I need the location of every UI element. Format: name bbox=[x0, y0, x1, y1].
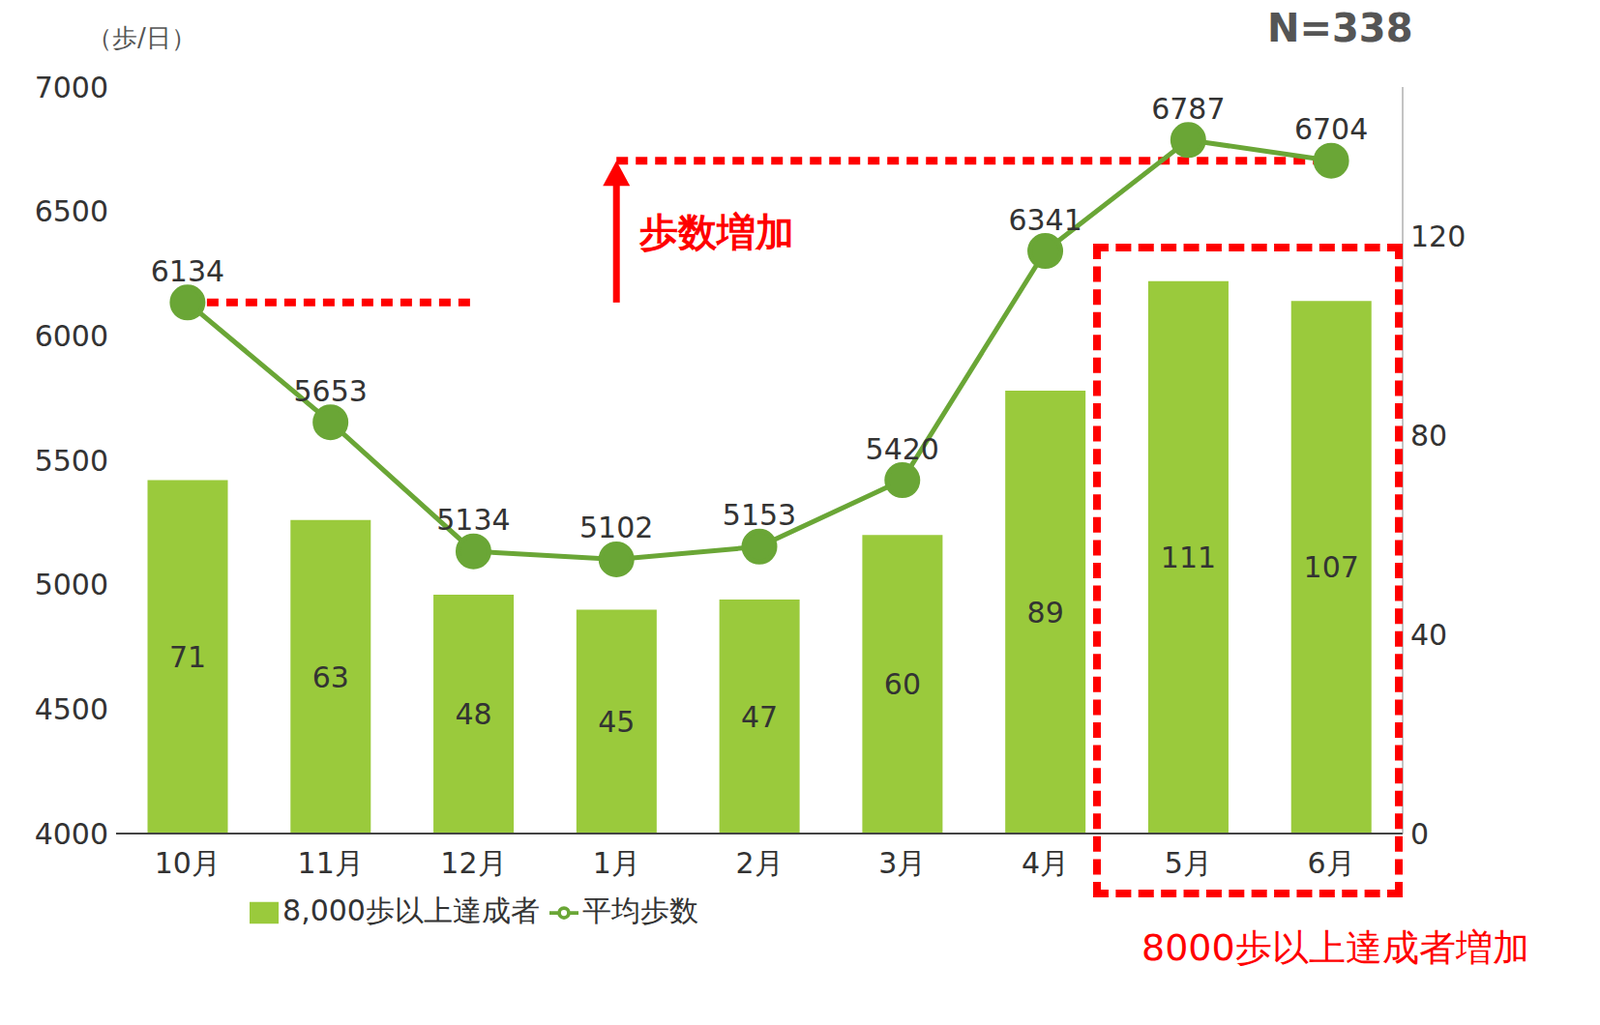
svg-text:歩数増加: 歩数増加 bbox=[638, 209, 795, 255]
svg-text:5月: 5月 bbox=[1164, 846, 1213, 881]
svg-text:2月: 2月 bbox=[735, 846, 783, 881]
svg-text:111: 111 bbox=[1160, 540, 1216, 575]
svg-text:1月: 1月 bbox=[592, 846, 641, 881]
svg-text:6704: 6704 bbox=[1294, 112, 1368, 147]
svg-text:71: 71 bbox=[169, 640, 207, 675]
svg-text:4000: 4000 bbox=[34, 817, 109, 852]
svg-text:4500: 4500 bbox=[34, 692, 109, 727]
svg-text:3月: 3月 bbox=[878, 846, 926, 881]
svg-text:6341: 6341 bbox=[1007, 203, 1082, 238]
html-text:平均歩数: 平均歩数 bbox=[582, 893, 699, 928]
svg-text:11月: 11月 bbox=[297, 846, 364, 881]
svg-text:5134: 5134 bbox=[436, 503, 510, 537]
html-text:8000歩以上達成者増加: 8000歩以上達成者増加 bbox=[1141, 926, 1530, 970]
html-text:N=338: N=338 bbox=[1267, 5, 1413, 51]
svg-text:89: 89 bbox=[1027, 595, 1065, 630]
svg-text:6500: 6500 bbox=[34, 194, 109, 229]
svg-text:5653: 5653 bbox=[293, 374, 367, 409]
svg-text:6月: 6月 bbox=[1307, 846, 1356, 881]
svg-text:80: 80 bbox=[1410, 418, 1448, 453]
svg-text:48: 48 bbox=[454, 697, 492, 732]
html-text:8,000歩以上達成者: 8,000歩以上達成者 bbox=[282, 893, 540, 928]
svg-text:6000: 6000 bbox=[34, 319, 109, 354]
html-text:（歩/日）: （歩/日） bbox=[87, 23, 197, 53]
svg-text:0: 0 bbox=[1410, 817, 1429, 852]
svg-text:4月: 4月 bbox=[1021, 846, 1069, 881]
svg-text:5153: 5153 bbox=[722, 498, 797, 533]
svg-text:63: 63 bbox=[312, 660, 350, 695]
svg-text:7000: 7000 bbox=[34, 70, 109, 105]
svg-text:6787: 6787 bbox=[1151, 91, 1225, 126]
svg-text:5102: 5102 bbox=[579, 510, 653, 545]
svg-text:12月: 12月 bbox=[440, 846, 506, 881]
svg-text:107: 107 bbox=[1303, 550, 1360, 585]
svg-text:10月: 10月 bbox=[154, 846, 221, 881]
svg-text:40: 40 bbox=[1410, 618, 1448, 652]
svg-text:6134: 6134 bbox=[150, 254, 225, 289]
svg-text:45: 45 bbox=[597, 705, 635, 740]
svg-text:5420: 5420 bbox=[865, 432, 940, 467]
svg-text:120: 120 bbox=[1410, 219, 1466, 254]
svg-text:60: 60 bbox=[884, 667, 921, 702]
svg-text:5000: 5000 bbox=[34, 567, 109, 602]
svg-text:47: 47 bbox=[740, 700, 778, 735]
svg-text:5500: 5500 bbox=[34, 444, 109, 478]
